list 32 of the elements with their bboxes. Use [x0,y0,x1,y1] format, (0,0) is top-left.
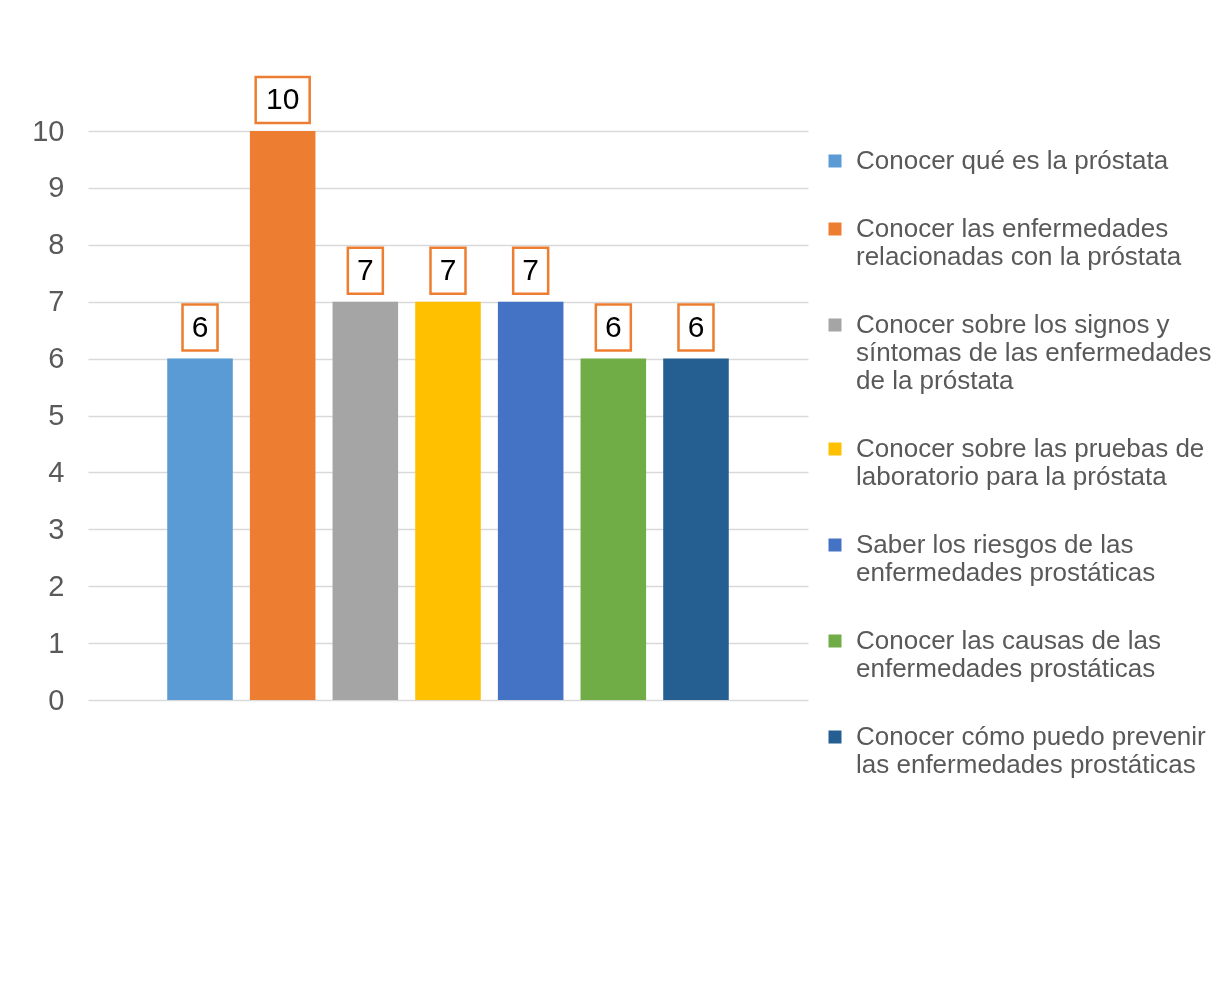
y-tick-label: 3 [48,512,65,545]
bar [249,131,316,700]
data-label: 7 [439,252,457,286]
data-label: 7 [356,252,374,286]
data-label: 7 [522,252,540,286]
bar [167,358,233,700]
data-label: 6 [191,309,209,343]
legend-label: Conocer sobre las pruebas de laboratorio para la próstata [856,433,1205,491]
legend-label: Conocer qué es la próstata [856,145,1169,175]
data-label: 6 [687,309,705,343]
y-tick-label: 1 [48,626,65,659]
legend-label: Conocer sobre los signos y síntomas de las enfermedades de la próstata [856,309,1211,395]
legend-label: Conocer las enfermedades relacionadas con la próstata [856,213,1182,271]
y-tick-label: 2 [48,569,65,602]
y-tick-label: 6 [48,342,65,375]
y-tick-label: 10 [32,114,65,147]
y-tick-label: 0 [48,683,65,716]
y-tick-label: 4 [48,455,65,488]
data-label: 6 [604,309,622,343]
data-label: 10 [265,82,300,115]
legend-label: Conocer cómo puedo prevenir las enfermedades prostáticas [856,721,1207,779]
y-tick-label: 7 [48,285,65,318]
bar [497,301,564,700]
legend-label: Saber los riesgos de las enfermedades prostáticas [856,529,1156,587]
y-tick-label: 9 [48,171,65,204]
bar [332,301,399,700]
y-tick-label: 8 [48,228,65,261]
y-tick-label: 5 [48,399,65,431]
legend-label: Conocer las causas de las enfermedades prostáticas [856,625,1161,683]
bar [580,358,647,700]
bar [663,358,729,700]
bar [415,301,481,700]
